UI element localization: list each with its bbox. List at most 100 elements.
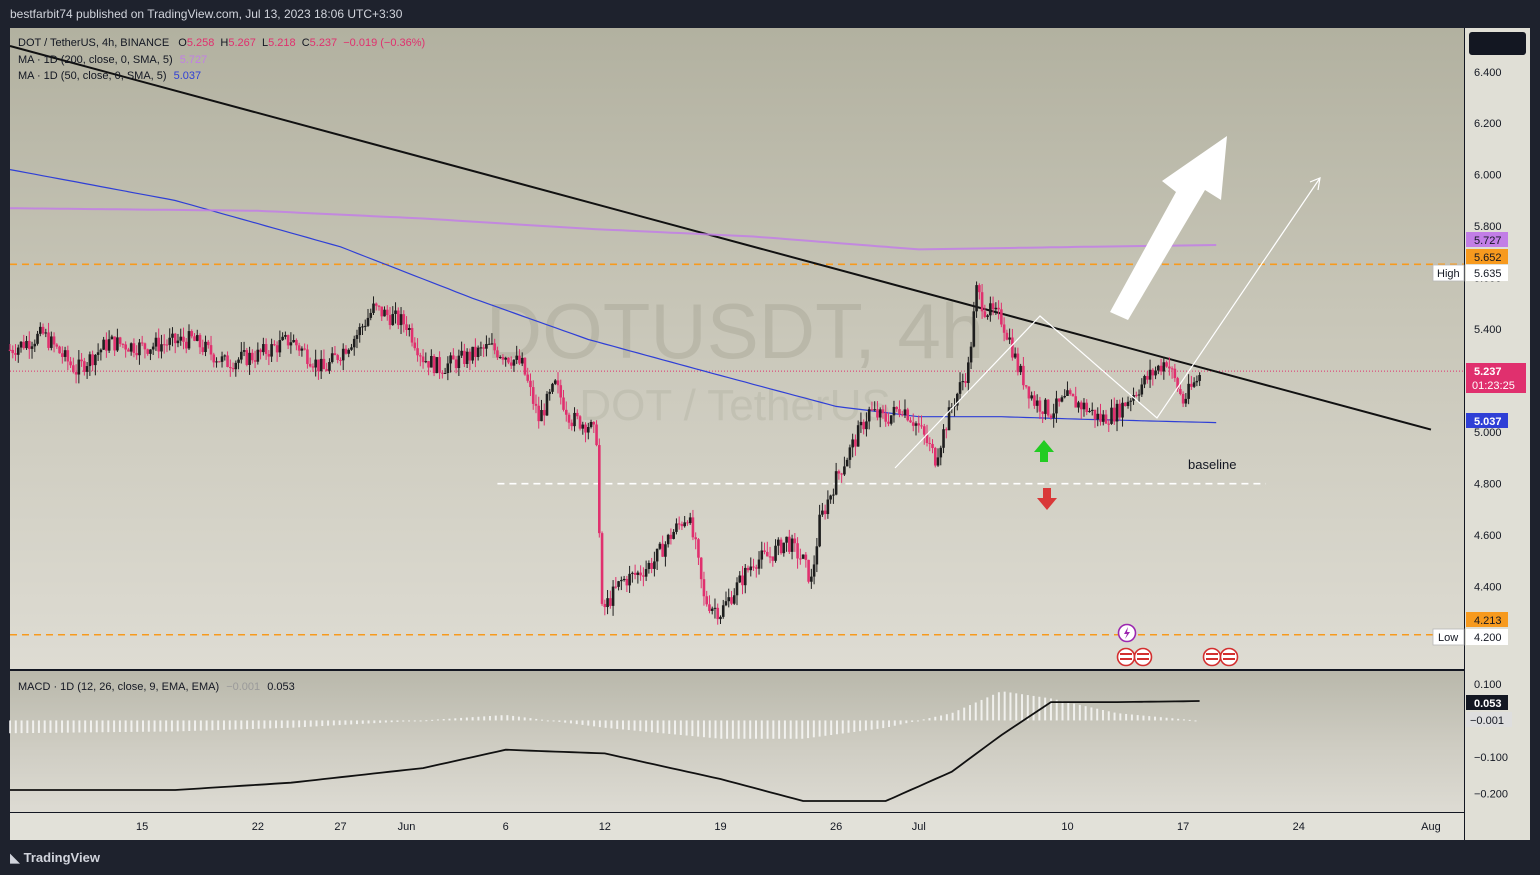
candle-body (688, 517, 692, 524)
macd-histogram-bar (616, 720, 619, 729)
symbol-badge[interactable] (1469, 32, 1526, 55)
macd-histogram-bar (1090, 707, 1093, 721)
candle-body (823, 510, 827, 515)
candle-body (518, 355, 521, 364)
macd-histogram-bar (1067, 702, 1070, 721)
candle-body (609, 598, 612, 606)
high-value: 5.635 (1474, 268, 1502, 280)
macd-histogram-bar (413, 720, 416, 722)
lightning-event-icon[interactable] (1117, 623, 1137, 643)
candle-body (419, 355, 422, 357)
candle-body (1093, 409, 1097, 420)
candle-body (58, 346, 61, 354)
big-up-arrow-icon[interactable] (1110, 136, 1227, 320)
candle-body (845, 459, 849, 467)
legend-open-value: 5.258 (187, 37, 215, 49)
candle-body (1046, 399, 1050, 416)
candle-body (721, 605, 725, 617)
macd-histogram-bar (650, 720, 653, 733)
macd-histogram-bar (1009, 692, 1012, 721)
macd-legend[interactable]: MACD · 1D (12, 26, close, 9, EMA, EMA) −… (18, 681, 295, 693)
macd-histogram-bar (506, 715, 509, 721)
red-down-arrow-icon[interactable] (1037, 488, 1057, 510)
projection-path[interactable] (894, 177, 1321, 469)
macd-histogram-bar (1182, 719, 1185, 721)
candle-body (201, 347, 205, 353)
candle-body (818, 514, 821, 547)
macd-histogram-bar (500, 715, 503, 721)
macd-histogram-bar (604, 720, 607, 728)
candle-body (994, 307, 998, 310)
macd-histogram-bar (645, 720, 648, 732)
us-flag-event-icon[interactable] (1219, 647, 1239, 667)
candle-body (545, 393, 549, 416)
candle-body (116, 337, 119, 351)
macd-histogram-bar (176, 720, 179, 732)
resistance-price-label: 5.652 (1466, 249, 1508, 264)
candle-body (777, 539, 780, 546)
tradingview-logo[interactable]: ◣ TradingView (10, 850, 100, 866)
macd-histogram-bar (431, 719, 434, 721)
macd-histogram-bar (656, 720, 659, 733)
macd-histogram-bar (477, 716, 480, 721)
candle-body (906, 409, 910, 421)
candle-body (482, 347, 485, 349)
macd-histogram-bar (199, 720, 202, 731)
macd-histogram-bar (639, 720, 642, 732)
macd-histogram-bar (847, 720, 850, 733)
candle-body (1162, 362, 1166, 372)
candle-body (446, 363, 450, 374)
candle-body (666, 534, 670, 545)
macd-histogram-bar (1125, 713, 1128, 721)
legend-ma200[interactable]: MA · 1D (200, close, 0, SMA, 5) 5.727 (18, 54, 207, 66)
candle-body (248, 352, 251, 365)
macd-histogram-bar (1188, 719, 1191, 721)
candle-body (99, 349, 103, 353)
candle-body (1090, 409, 1094, 411)
macd-line (10, 700, 1200, 802)
candle-body (983, 311, 987, 317)
candle-body (793, 538, 797, 544)
candle-body (1096, 413, 1100, 420)
candle-body (911, 422, 915, 426)
candle-body (743, 567, 747, 586)
macd-histogram-bar (737, 720, 740, 739)
time-axis[interactable] (10, 813, 1464, 840)
macd-pane[interactable] (10, 671, 1464, 812)
candle-body (732, 595, 736, 604)
candle-body (898, 409, 901, 415)
candle-body (1055, 398, 1058, 414)
candle-body (129, 343, 133, 352)
macd-legend-label: MACD · 1D (12, 26, close, 9, EMA, EMA) (18, 681, 219, 693)
macd-histogram-bar (222, 720, 225, 730)
us-flag-event-icon[interactable] (1133, 647, 1153, 667)
main-pane[interactable] (10, 28, 1464, 669)
candle-body (1187, 383, 1190, 399)
us-flag-event-icon[interactable] (1202, 647, 1222, 667)
candle-body (1030, 395, 1033, 399)
candle-body (311, 366, 315, 368)
candle-body (74, 372, 78, 375)
levels-layer (9, 45, 1464, 636)
candle-body (1063, 395, 1067, 398)
macd-histogram-bar (89, 720, 92, 733)
candle-body (895, 406, 899, 410)
candle-body (1118, 403, 1122, 418)
candle-body (878, 409, 882, 418)
candle-body (867, 409, 871, 422)
candle-body (1041, 411, 1044, 414)
candle-body (782, 542, 786, 554)
legend-ma50[interactable]: MA · 1D (50, close, 0, SMA, 5) 5.037 (18, 70, 201, 82)
candle-body (900, 414, 904, 416)
us-flag-event-icon[interactable] (1116, 647, 1136, 667)
candle-body (223, 355, 227, 357)
macd-histogram-bar (292, 720, 295, 728)
candle-body (432, 356, 436, 374)
candle-body (848, 447, 852, 460)
candle-body (220, 356, 224, 362)
macd-histogram-bar (9, 720, 11, 734)
candle-body (184, 341, 188, 349)
candle-body (991, 303, 995, 310)
candle-body (975, 285, 978, 312)
green-up-arrow-icon[interactable] (1034, 440, 1054, 462)
